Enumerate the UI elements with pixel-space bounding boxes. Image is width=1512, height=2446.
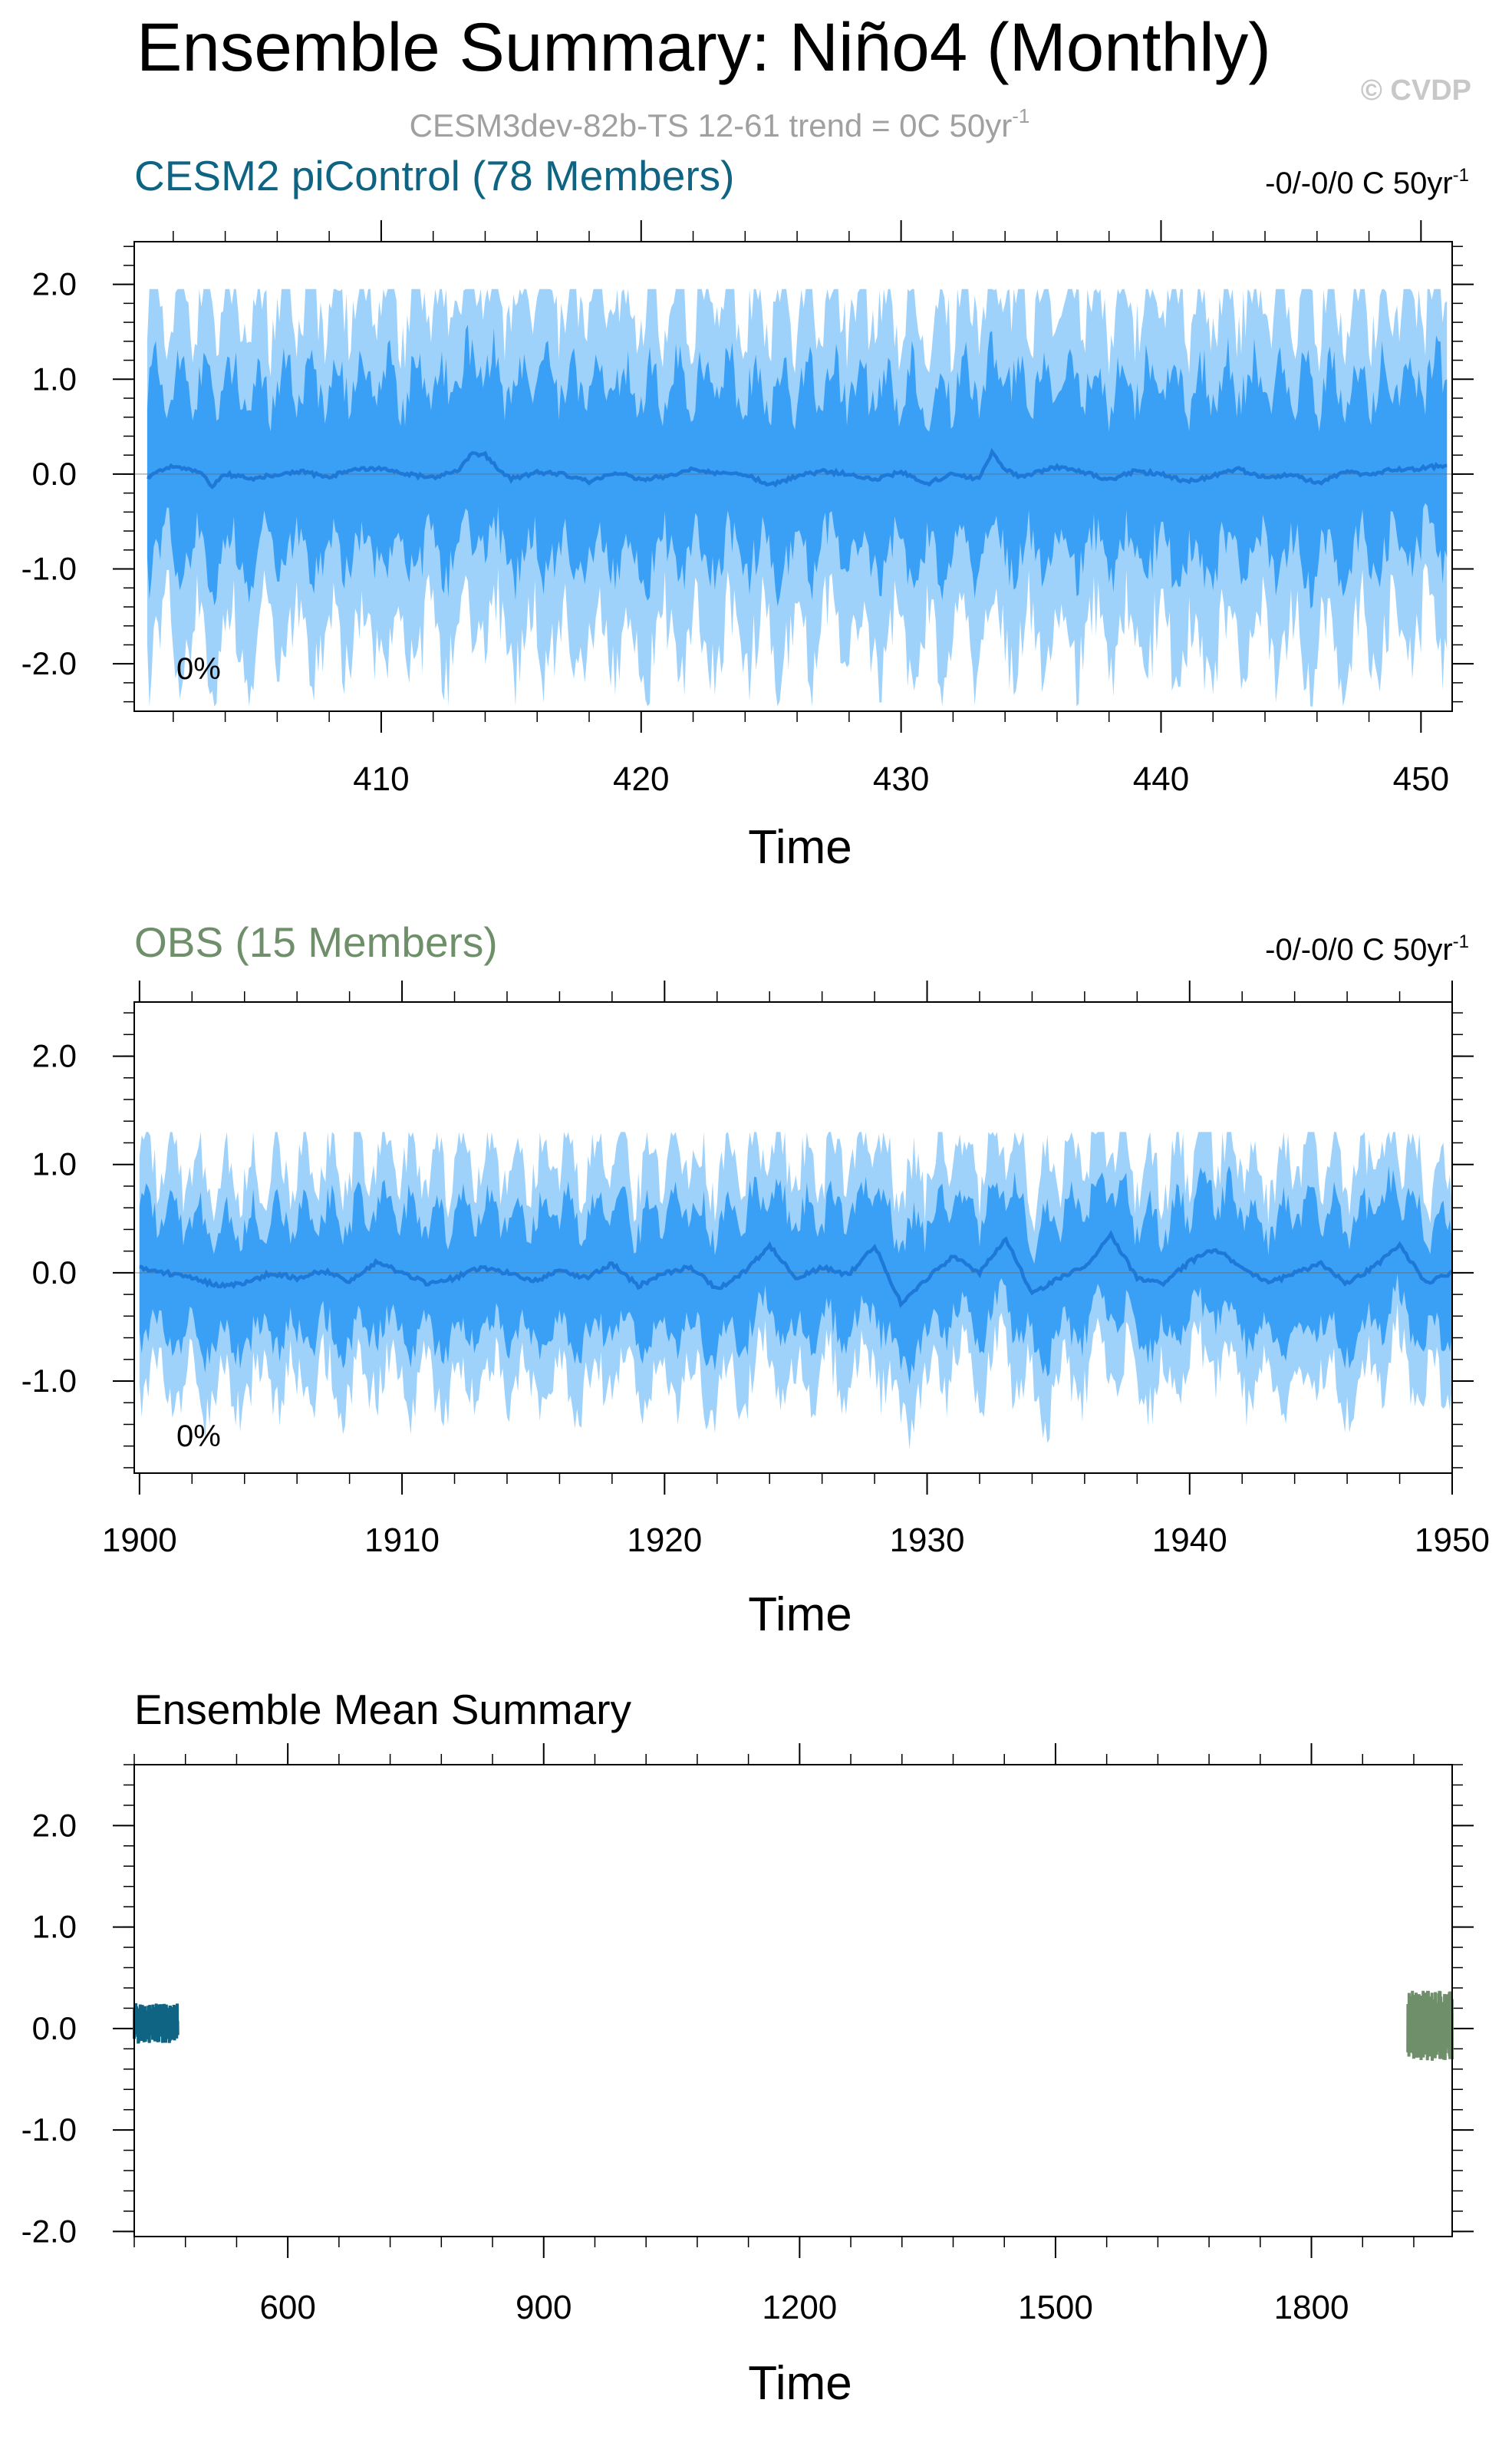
x-axis-label-cesm: Time [748, 821, 852, 874]
subtitle-main: CESM3dev-82b-TS 12-61 trend = 0C 50yr [410, 107, 1013, 143]
x-tick-label: 1800 [1274, 2289, 1349, 2326]
inner-spread-band [147, 325, 1448, 609]
y-tick-label: 2.0 [32, 1807, 77, 1843]
x-tick-label: 1910 [364, 1521, 440, 1559]
y-tick-label: -2.0 [21, 645, 77, 681]
plot-area-cesm: 2.0 1.0 0.0 -1.0 -2.0 410 420 430 440 450 [21, 220, 1474, 798]
y-tick-label: 0.0 [32, 2010, 77, 2046]
x-tick-label: 1500 [1018, 2289, 1093, 2326]
inner-spread-band [139, 1165, 1452, 1385]
y-tick-label: -1.0 [21, 2111, 77, 2148]
x-tick-label: 1940 [1152, 1521, 1227, 1559]
plot-frame [133, 241, 1453, 712]
y-tick-label: 1.0 [32, 1146, 77, 1182]
x-tick-label: 1950 [1415, 1521, 1490, 1559]
panel-title-ensemble-mean: Ensemble Mean Summary [134, 1686, 632, 1733]
x-tick-label: 420 [613, 760, 669, 798]
x-tick-label: 1930 [890, 1521, 965, 1559]
trend-label-obs: -0/-0/0 C 50yr-1 [1265, 931, 1469, 967]
x-tick-label: 900 [516, 2289, 572, 2326]
x-tick-label: 1920 [627, 1521, 702, 1559]
plot-area-obs: 2.0 1.0 0.0 -1.0 1900 1910 1920 1930 1940 1950 [21, 981, 1490, 1559]
x-tick-label: 430 [873, 760, 929, 798]
panel-obs: OBS (15 Members) -0/-0/0 C 50yr-1 2.0 1.0… [21, 918, 1490, 1641]
x-tick-label: 450 [1393, 760, 1449, 798]
plot-frame [133, 1764, 1453, 2237]
ensemble-mean-series-cesm [133, 2003, 180, 2044]
y-tick-label: 0.0 [32, 1254, 77, 1291]
figure-title: Ensemble Summary: Niño4 (Monthly) [137, 8, 1271, 85]
trend-label-text: -0/-0/0 C 50yr [1265, 933, 1453, 967]
y-tick-label: -2.0 [21, 2213, 77, 2249]
panel-ensemble-mean: Ensemble Mean Summary 2.0 1.0 0.0 -1.0 -2.0 6… [21, 1686, 1474, 2410]
y-tick-label: 2.0 [32, 1038, 77, 1074]
y-tick-label: 1.0 [32, 1909, 77, 1945]
x-axis-label-ensemble-mean: Time [748, 2357, 852, 2410]
watermark-text: © CVDP [1361, 74, 1471, 107]
x-axis-label-obs: Time [748, 1588, 852, 1641]
trend-label-superscript: -1 [1453, 931, 1469, 952]
panel-title-obs: OBS (15 Members) [134, 918, 498, 966]
x-tick-label: 1200 [762, 2289, 837, 2326]
panel-cesm: CESM2 piControl (78 Members) -0/-0/0 C 5… [21, 152, 1474, 874]
trend-label-cesm: -0/-0/0 C 50yr-1 [1265, 165, 1469, 200]
y-tick-label: 2.0 [32, 266, 77, 302]
ensemble-mean-series-obs [1406, 1990, 1454, 2061]
ensemble-mean-line [139, 1230, 1454, 1308]
pct-label-obs: 0% [176, 1419, 221, 1453]
plot-area-ensemble-mean: 2.0 1.0 0.0 -1.0 -2.0 600 900 1200 1500 1800 [21, 1743, 1474, 2326]
figure-subtitle: CESM3dev-82b-TS 12-61 trend = 0C 50yr-1 [410, 104, 1030, 143]
x-tick-label: 410 [353, 760, 409, 798]
panel-title-cesm: CESM2 piControl (78 Members) [134, 152, 734, 199]
subtitle-superscript: -1 [1012, 104, 1029, 127]
plot-frame [133, 1001, 1453, 1474]
x-tick-label: 600 [259, 2289, 315, 2326]
y-tick-label: -1.0 [21, 1363, 77, 1399]
y-tick-label: 0.0 [32, 456, 77, 492]
x-tick-label: 440 [1133, 760, 1189, 798]
x-tick-label: 1900 [102, 1521, 177, 1559]
pct-label-cesm: 0% [176, 652, 221, 686]
y-tick-label: -1.0 [21, 551, 77, 587]
trend-label-text: -0/-0/0 C 50yr [1265, 166, 1453, 200]
trend-label-superscript: -1 [1453, 165, 1469, 186]
ensemble-mean-line [147, 447, 1448, 490]
y-tick-label: 1.0 [32, 361, 77, 397]
